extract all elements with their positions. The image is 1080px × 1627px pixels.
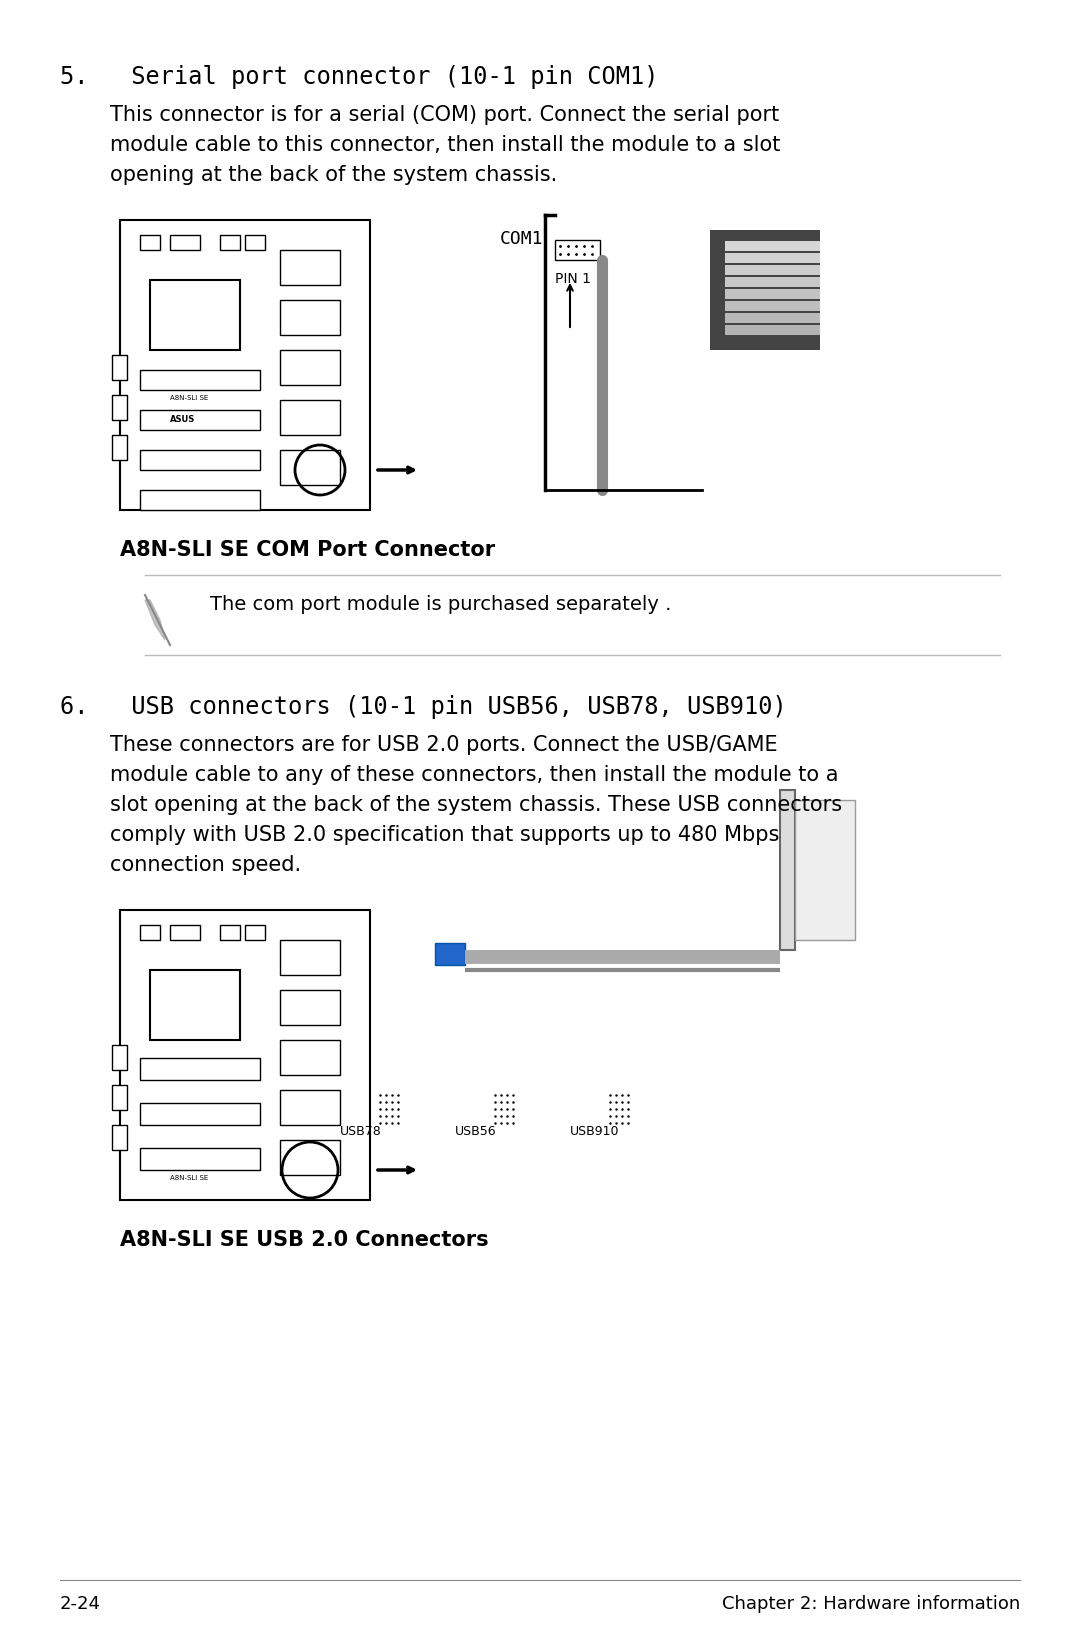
Bar: [435, 944, 465, 965]
Text: USB56: USB56: [455, 1124, 497, 1137]
Bar: [140, 1103, 260, 1124]
Text: A8N-SLI SE: A8N-SLI SE: [170, 1175, 208, 1181]
Bar: [112, 355, 127, 381]
Bar: [140, 234, 160, 251]
Text: USB78: USB78: [340, 1124, 381, 1137]
Bar: [280, 1040, 340, 1075]
Bar: [140, 1149, 260, 1170]
Bar: [725, 312, 820, 324]
Bar: [140, 451, 260, 470]
Text: ASUS: ASUS: [170, 415, 195, 425]
Bar: [170, 926, 200, 940]
Bar: [280, 940, 340, 975]
Bar: [220, 926, 240, 940]
Bar: [112, 1045, 127, 1071]
Bar: [725, 254, 820, 264]
Text: 2-24: 2-24: [60, 1594, 102, 1612]
Bar: [140, 369, 260, 390]
Text: comply with USB 2.0 specification that supports up to 480 Mbps: comply with USB 2.0 specification that s…: [110, 825, 780, 844]
Bar: [140, 490, 260, 509]
Text: A8N-SLI SE: A8N-SLI SE: [170, 395, 208, 400]
Text: 6.   USB connectors (10-1 pin USB56, USB78, USB910): 6. USB connectors (10-1 pin USB56, USB78…: [60, 695, 786, 719]
Bar: [555, 241, 600, 260]
Bar: [280, 251, 340, 285]
Bar: [245, 234, 265, 251]
Bar: [120, 220, 370, 509]
Bar: [280, 1141, 340, 1175]
Bar: [795, 800, 855, 940]
Bar: [280, 350, 340, 386]
Bar: [280, 1090, 340, 1124]
Text: This connector is for a serial (COM) port. Connect the serial port: This connector is for a serial (COM) por…: [110, 106, 780, 125]
Bar: [280, 400, 340, 434]
Bar: [112, 395, 127, 420]
Text: opening at the back of the system chassis.: opening at the back of the system chassi…: [110, 164, 557, 185]
Bar: [120, 909, 370, 1201]
Bar: [140, 926, 160, 940]
Bar: [280, 451, 340, 485]
Text: The com port module is purchased separately .: The com port module is purchased separat…: [210, 595, 672, 613]
Bar: [725, 277, 820, 286]
Bar: [150, 970, 240, 1040]
Bar: [112, 1124, 127, 1150]
Bar: [725, 265, 820, 275]
Bar: [140, 1058, 260, 1080]
Bar: [280, 989, 340, 1025]
Text: 5.   Serial port connector (10-1 pin COM1): 5. Serial port connector (10-1 pin COM1): [60, 65, 659, 89]
Bar: [112, 1085, 127, 1110]
Text: Chapter 2: Hardware information: Chapter 2: Hardware information: [721, 1594, 1020, 1612]
Bar: [220, 234, 240, 251]
Bar: [725, 301, 820, 311]
Bar: [780, 791, 795, 950]
Bar: [140, 410, 260, 430]
Bar: [112, 434, 127, 460]
Bar: [280, 299, 340, 335]
Text: A8N-SLI SE USB 2.0 Connectors: A8N-SLI SE USB 2.0 Connectors: [120, 1230, 488, 1250]
Bar: [245, 926, 265, 940]
Text: PIN 1: PIN 1: [555, 272, 591, 286]
Text: module cable to this connector, then install the module to a slot: module cable to this connector, then ins…: [110, 135, 781, 155]
Bar: [725, 290, 820, 299]
Bar: [710, 229, 820, 350]
Text: A8N-SLI SE COM Port Connector: A8N-SLI SE COM Port Connector: [120, 540, 495, 560]
Polygon shape: [145, 600, 165, 639]
Bar: [725, 325, 820, 335]
Bar: [170, 234, 200, 251]
Text: COM1: COM1: [500, 229, 543, 247]
Bar: [150, 280, 240, 350]
Bar: [725, 241, 820, 251]
Text: module cable to any of these connectors, then install the module to a: module cable to any of these connectors,…: [110, 765, 838, 784]
Text: slot opening at the back of the system chassis. These USB connectors: slot opening at the back of the system c…: [110, 796, 842, 815]
Text: These connectors are for USB 2.0 ports. Connect the USB/GAME: These connectors are for USB 2.0 ports. …: [110, 735, 778, 755]
Text: connection speed.: connection speed.: [110, 856, 301, 875]
Text: USB910: USB910: [570, 1124, 620, 1137]
